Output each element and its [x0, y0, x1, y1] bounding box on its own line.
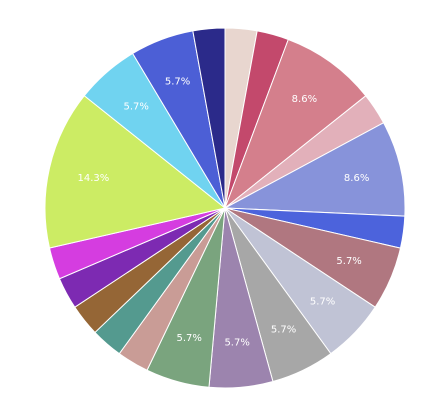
pie-slices	[44, 27, 406, 389]
pie-slice-label-19: 5.7%	[165, 77, 190, 88]
pie-labels: 8.6% 8.6% 5.7% 5.7% 5.7% 5.7% 5.7% 14.3% 5.7% 5.7…	[78, 77, 370, 349]
pie-slice-label-7: 5.7%	[336, 256, 361, 267]
pie-slice-label-10: 5.7%	[224, 337, 249, 348]
pie-slice-label-17: 14.3%	[78, 173, 110, 184]
pie-slice-3	[223, 38, 367, 210]
pie-slice-17	[44, 95, 227, 249]
pie-slice-label-11: 5.7%	[176, 333, 201, 344]
pie-slice-label-8: 5.7%	[310, 296, 335, 307]
pie-slice-label-3: 8.6%	[292, 94, 317, 105]
pie-slice-5	[223, 122, 406, 217]
pie-slice-label-5: 8.6%	[344, 173, 369, 184]
pie-slice-20	[192, 27, 226, 209]
pie-slice-label-9: 5.7%	[271, 325, 296, 336]
pie-slice-label-18: 5.7%	[123, 101, 148, 112]
